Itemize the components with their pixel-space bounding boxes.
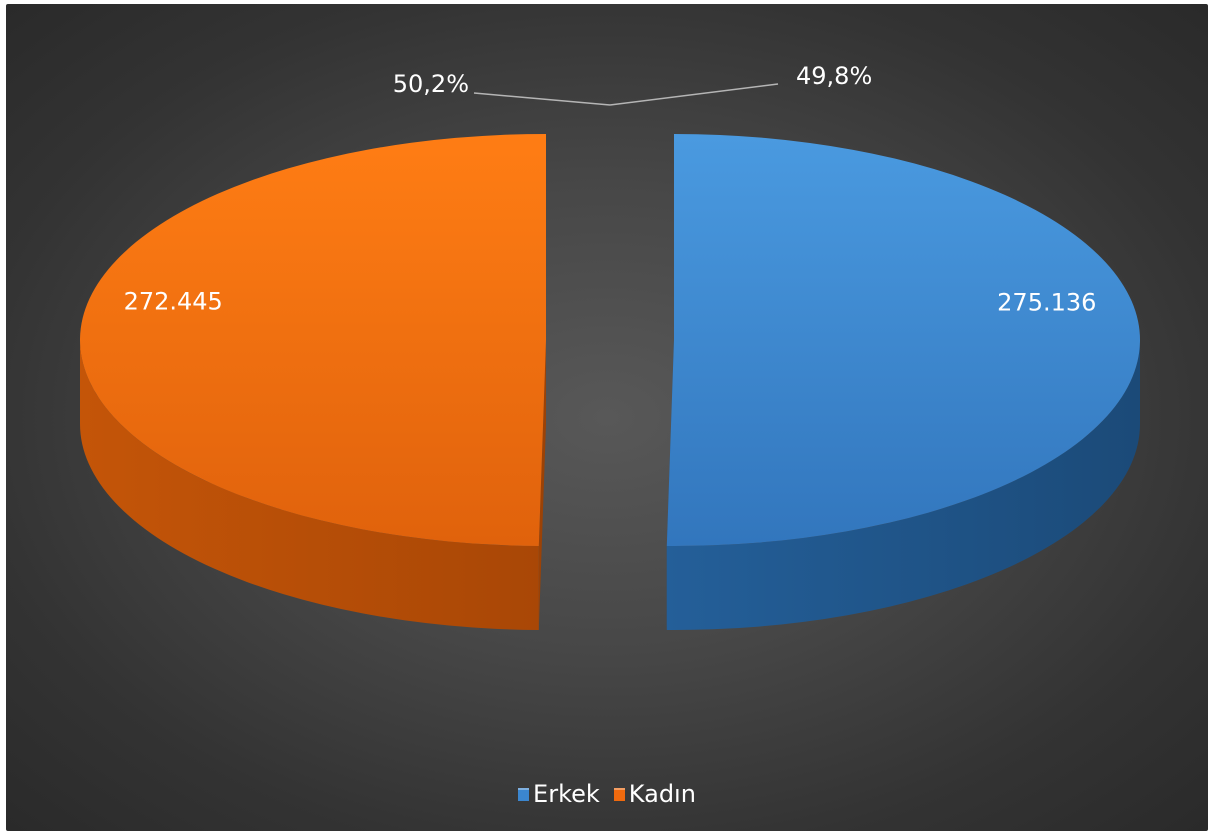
value-label-erkek: 275.136 bbox=[997, 288, 1096, 316]
slice-side-erkek bbox=[666, 340, 1140, 630]
legend-item-erkek[interactable]: Erkek bbox=[518, 780, 600, 808]
slice-wall-kad-n bbox=[538, 340, 546, 630]
legend-item-kadin[interactable]: Kadın bbox=[613, 780, 696, 808]
slice-side-kad-n bbox=[80, 340, 539, 630]
slice-erkek[interactable] bbox=[666, 134, 1141, 546]
legend-label-erkek: Erkek bbox=[533, 780, 600, 808]
slice-kad-n[interactable] bbox=[80, 134, 546, 546]
percent-label-kad-n: 50,2% bbox=[393, 70, 469, 98]
chart-legend: Erkek Kadın bbox=[6, 780, 1208, 808]
percent-label-erkek: 49,8% bbox=[796, 62, 872, 90]
legend-swatch-kadin bbox=[613, 787, 625, 801]
chart-area: 275.136 272.445 49,8% 50,2% Erkek Kadın bbox=[6, 4, 1208, 831]
leader-line-erkek bbox=[609, 83, 779, 106]
legend-swatch-erkek bbox=[518, 787, 530, 801]
legend-label-kadin: Kadın bbox=[628, 780, 696, 808]
pie-chart: 275.136 272.445 49,8% 50,2% bbox=[80, 62, 1141, 630]
leader-line-kad-n bbox=[473, 92, 611, 106]
value-label-kad-n: 272.445 bbox=[124, 288, 223, 316]
